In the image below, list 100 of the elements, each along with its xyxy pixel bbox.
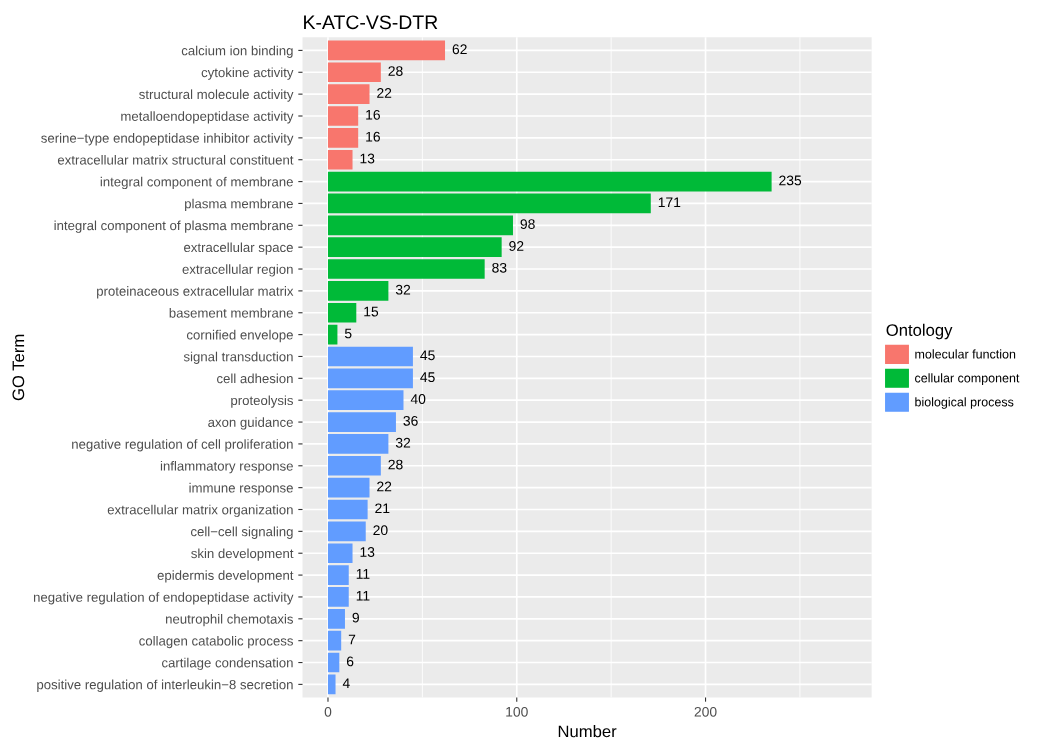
data-label: 22 xyxy=(377,481,392,492)
legend-label: molecular function xyxy=(915,349,1016,359)
y-tick-label: metalloendopeptidase activity xyxy=(121,111,294,124)
data-label: 92 xyxy=(509,241,524,251)
y-tick-label: cornified envelope xyxy=(186,329,293,343)
y-tick-label: calcium ion binding xyxy=(181,45,293,58)
legend-label: cellular component xyxy=(915,373,1020,385)
data-label: 6 xyxy=(346,656,354,667)
y-tick-label: cytokine activity xyxy=(201,67,294,80)
data-label: 40 xyxy=(410,394,426,404)
data-label: 20 xyxy=(373,525,388,536)
y-tick-label: immune response xyxy=(189,482,293,496)
data-label: 7 xyxy=(348,634,356,645)
bar xyxy=(327,477,370,498)
bar xyxy=(327,543,353,564)
bar xyxy=(327,346,413,367)
data-label: 5 xyxy=(344,328,352,339)
data-label: 22 xyxy=(377,88,392,98)
y-tick-label: negative regulation of endopeptidase activity xyxy=(33,592,294,605)
y-tick-label: cell adhesion xyxy=(217,373,293,384)
data-label: 16 xyxy=(366,109,380,120)
data-label: 62 xyxy=(452,44,467,55)
bar xyxy=(327,587,349,607)
bar xyxy=(327,652,340,673)
data-label: 21 xyxy=(375,503,390,514)
bar xyxy=(327,368,413,389)
bar xyxy=(327,84,370,104)
chart-title: K-ATC-VS-DTR xyxy=(304,15,438,30)
y-tick-label: skin development xyxy=(191,548,294,561)
bar xyxy=(327,149,353,170)
x-tick-label: 200 xyxy=(694,706,717,717)
bar xyxy=(327,40,446,61)
bar xyxy=(327,237,502,258)
data-label: 4 xyxy=(342,678,350,688)
data-label: 28 xyxy=(388,459,403,470)
y-tick-label: inflammatory response xyxy=(160,461,293,474)
bar xyxy=(327,281,389,301)
legend-label: biological process xyxy=(915,397,1014,409)
y-tick-label: positive regulation of interleukin−8 secretion xyxy=(37,679,293,692)
bar xyxy=(327,521,366,542)
data-label: 15 xyxy=(364,306,379,317)
y-tick-label: neutrophil chemotaxis xyxy=(166,614,293,627)
bar xyxy=(327,171,772,192)
y-tick-label: basement membrane xyxy=(169,307,293,318)
y-tick-label: extracellular matrix organization xyxy=(107,504,293,518)
x-tick-label: 100 xyxy=(506,706,528,717)
bar xyxy=(327,106,359,126)
x-tick-label: 0 xyxy=(324,706,332,717)
bar xyxy=(327,674,336,695)
data-label: 9 xyxy=(352,612,359,623)
bar xyxy=(327,128,359,148)
data-label: 171 xyxy=(658,197,681,208)
bar xyxy=(327,499,368,520)
y-tick-label: epidermis development xyxy=(157,570,294,583)
data-label: 32 xyxy=(395,284,411,295)
bar xyxy=(327,390,404,411)
bar xyxy=(327,412,396,432)
y-tick-label: extracellular matrix structural constituent xyxy=(57,154,294,165)
data-label: 32 xyxy=(395,437,411,448)
data-label: 28 xyxy=(388,66,403,77)
bar xyxy=(327,565,349,585)
data-label: 13 xyxy=(360,153,375,164)
bar xyxy=(327,259,485,279)
y-tick-label: collagen catabolic process xyxy=(139,635,293,649)
bar xyxy=(327,324,338,345)
data-label: 83 xyxy=(492,262,507,273)
data-label: 45 xyxy=(420,350,435,361)
x-axis-title: Number xyxy=(558,725,617,738)
data-label: 11 xyxy=(356,569,370,579)
y-tick-label: integral component of membrane xyxy=(100,176,293,190)
y-tick-label: proteolysis xyxy=(231,395,293,408)
legend-title: Ontology xyxy=(886,323,953,340)
bar xyxy=(327,62,381,83)
y-tick-label: axon guidance xyxy=(208,417,293,430)
bar xyxy=(327,215,513,236)
bar xyxy=(327,193,651,214)
y-tick-label: proteinaceous extracellular matrix xyxy=(97,286,294,299)
bar xyxy=(327,455,381,476)
data-label: 36 xyxy=(403,415,418,426)
data-label: 11 xyxy=(356,590,370,601)
data-label: 98 xyxy=(520,219,535,230)
data-label: 45 xyxy=(420,372,435,383)
data-label: 235 xyxy=(779,175,802,186)
y-tick-label: extracellular region xyxy=(182,264,293,277)
y-tick-label: negative regulation of cell proliferation xyxy=(72,439,293,452)
y-tick-label: plasma membrane xyxy=(185,198,293,211)
data-label: 13 xyxy=(360,547,375,557)
y-tick-label: cartilage condensation xyxy=(162,657,293,671)
y-tick-label: integral component of plasma membrane xyxy=(54,220,293,233)
data-label: 16 xyxy=(366,131,380,142)
bar xyxy=(327,630,342,651)
y-tick-label: signal transduction xyxy=(183,351,293,364)
y-axis-title: GO Term xyxy=(12,334,25,401)
y-tick-label: cell−cell signaling xyxy=(190,526,293,539)
bar xyxy=(327,434,389,454)
y-tick-label: extracellular space xyxy=(184,242,293,255)
y-tick-label: structural molecule activity xyxy=(139,89,294,102)
bar xyxy=(327,608,345,629)
y-tick-label: serine−type endopeptidase inhibitor activity xyxy=(41,133,294,146)
bar xyxy=(327,302,357,323)
